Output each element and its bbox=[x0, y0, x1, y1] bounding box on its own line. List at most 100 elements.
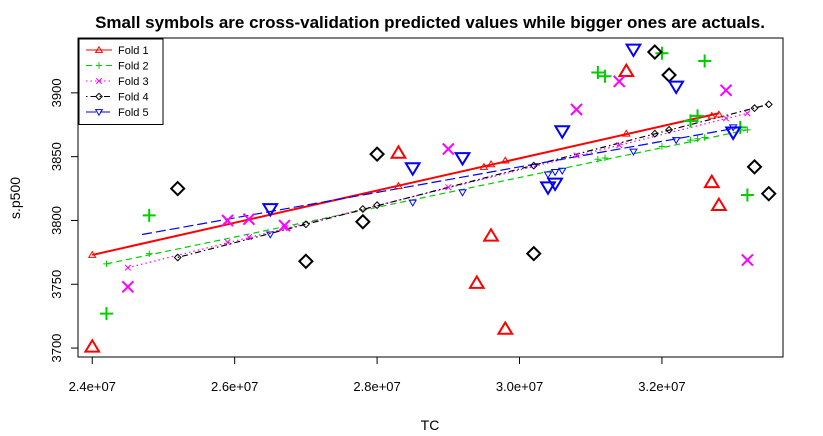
fit-line-fold-3 bbox=[127, 112, 748, 269]
plot-frame bbox=[77, 37, 784, 358]
y-tick-label: 3850 bbox=[49, 142, 64, 171]
fit-line-fold-2 bbox=[106, 129, 748, 265]
y-tick-label: 3700 bbox=[49, 334, 64, 363]
actual-point-fold-3 bbox=[442, 142, 455, 156]
legend-label-fold-2: Fold 2 bbox=[118, 61, 149, 73]
actual-point-fold-1 bbox=[710, 196, 728, 212]
predicted-point-fold-4 bbox=[173, 253, 182, 262]
predicted-point-fold-3 bbox=[445, 184, 452, 191]
predicted-point-fold-2 bbox=[701, 134, 708, 141]
actual-point-fold-4 bbox=[354, 213, 371, 230]
x-tick-label: 2.8e+07 bbox=[353, 379, 400, 394]
actual-point-fold-5 bbox=[261, 203, 279, 218]
predicted-point-fold-2 bbox=[601, 154, 609, 162]
predicted-point-fold-4 bbox=[373, 201, 382, 210]
predicted-point-fold-2 bbox=[694, 135, 701, 143]
predicted-point-fold-3 bbox=[245, 233, 253, 241]
actual-point-fold-2 bbox=[691, 109, 705, 123]
predicted-point-fold-5 bbox=[550, 169, 560, 177]
actual-point-fold-4 bbox=[661, 67, 677, 83]
predicted-point-fold-3 bbox=[722, 115, 730, 122]
actual-point-fold-3 bbox=[121, 280, 135, 294]
predicted-point-fold-1 bbox=[486, 160, 496, 168]
legend-label-fold-4: Fold 4 bbox=[118, 92, 149, 104]
actual-point-fold-1 bbox=[496, 320, 514, 335]
actual-point-fold-4 bbox=[746, 158, 763, 175]
legend-label-fold-5: Fold 5 bbox=[118, 107, 149, 119]
legend-symbol-fold-3 bbox=[95, 77, 103, 85]
legend-box bbox=[78, 38, 164, 125]
actual-point-fold-1 bbox=[83, 338, 101, 353]
predicted-point-fold-1 bbox=[500, 156, 510, 164]
actual-point-fold-2 bbox=[99, 307, 113, 321]
predicted-point-fold-5 bbox=[671, 137, 681, 145]
fit-line-fold-1 bbox=[92, 112, 720, 256]
y-tick-label: 3800 bbox=[49, 206, 64, 235]
predicted-point-fold-5 bbox=[629, 148, 638, 156]
actual-point-fold-5 bbox=[546, 177, 564, 192]
predicted-point-fold-4 bbox=[301, 220, 310, 229]
actual-point-fold-1 bbox=[617, 62, 635, 78]
fit-line-fold-4 bbox=[177, 103, 769, 259]
predicted-point-fold-1 bbox=[479, 162, 489, 170]
actual-point-fold-5 bbox=[404, 162, 422, 177]
y-axis: 3700 3750 3800 3850 3900 bbox=[49, 78, 79, 363]
predicted-point-fold-4 bbox=[529, 161, 538, 170]
predicted-point-fold-4 bbox=[358, 204, 367, 213]
predicted-point-fold-5 bbox=[265, 231, 275, 239]
actual-point-fold-4 bbox=[646, 44, 663, 60]
predicted-point-fold-2 bbox=[594, 155, 602, 163]
actual-point-fold-5 bbox=[667, 80, 685, 95]
predicted-point-fold-3 bbox=[124, 264, 132, 271]
predicted-point-fold-1 bbox=[87, 250, 97, 258]
legend-label-fold-1: Fold 1 bbox=[118, 45, 149, 57]
actual-point-fold-3 bbox=[570, 103, 583, 116]
predicted-point-fold-4 bbox=[650, 129, 659, 138]
actual-point-fold-3 bbox=[719, 84, 733, 97]
y-axis-label: s.p500 bbox=[7, 177, 23, 219]
actual-point-fold-1 bbox=[468, 274, 486, 289]
actual-point-fold-4 bbox=[760, 185, 777, 202]
actual-point-fold-5 bbox=[453, 152, 472, 167]
actual-point-fold-2 bbox=[698, 54, 712, 68]
regression-lines bbox=[92, 103, 769, 269]
actual-point-fold-4 bbox=[169, 180, 186, 197]
predicted-point-fold-5 bbox=[408, 199, 418, 207]
predicted-point-fold-2 bbox=[687, 136, 694, 144]
legend-label-fold-3: Fold 3 bbox=[118, 76, 149, 88]
actual-point-fold-5 bbox=[724, 126, 742, 141]
legend-symbol-fold-2 bbox=[95, 62, 103, 69]
actual-point-fold-2 bbox=[591, 65, 605, 79]
predicted-point-fold-2 bbox=[744, 126, 751, 134]
x-axis-label: TC bbox=[421, 417, 440, 433]
actual-point-fold-3 bbox=[741, 253, 754, 267]
predicted-point-fold-4 bbox=[750, 104, 759, 113]
x-tick-label: 3.2e+07 bbox=[638, 379, 685, 394]
predicted-point-fold-4 bbox=[764, 100, 773, 109]
predicted-point-fold-1 bbox=[707, 111, 717, 119]
actual-point-fold-3 bbox=[221, 214, 234, 227]
predicted-point-fold-3 bbox=[616, 142, 623, 149]
actual-point-fold-2 bbox=[655, 46, 669, 60]
predicted-point-fold-1 bbox=[621, 129, 631, 137]
x-tick-label: 2.6e+07 bbox=[211, 379, 258, 394]
actual-point-fold-4 bbox=[297, 253, 314, 270]
predicted-point-fold-3 bbox=[224, 239, 231, 246]
chart-title: Small symbols are cross-validation predi… bbox=[95, 13, 765, 32]
actual-point-fold-1 bbox=[703, 173, 721, 189]
y-tick-label: 3750 bbox=[49, 270, 64, 299]
fit-line-fold-5 bbox=[141, 126, 741, 236]
legend-symbol-fold-4 bbox=[95, 92, 103, 101]
x-axis: 2.4e+07 2.6e+07 2.8e+07 3.0e+07 3.2e+07 bbox=[69, 356, 686, 394]
y-tick-label: 3900 bbox=[49, 78, 64, 107]
actual-point-fold-2 bbox=[142, 208, 156, 222]
actual-point-fold-3 bbox=[242, 212, 256, 226]
legend: Fold 1 Fold 2 Fold 3 Fold 4 Fold 5 bbox=[78, 38, 164, 125]
actual-point-fold-2 bbox=[598, 69, 612, 83]
actual-point-fold-5 bbox=[553, 125, 571, 140]
actual-point-fold-4 bbox=[525, 245, 542, 262]
legend-symbol-fold-5 bbox=[94, 109, 104, 117]
predicted-point-fold-1 bbox=[394, 181, 403, 189]
predicted-point-fold-2 bbox=[145, 250, 153, 257]
